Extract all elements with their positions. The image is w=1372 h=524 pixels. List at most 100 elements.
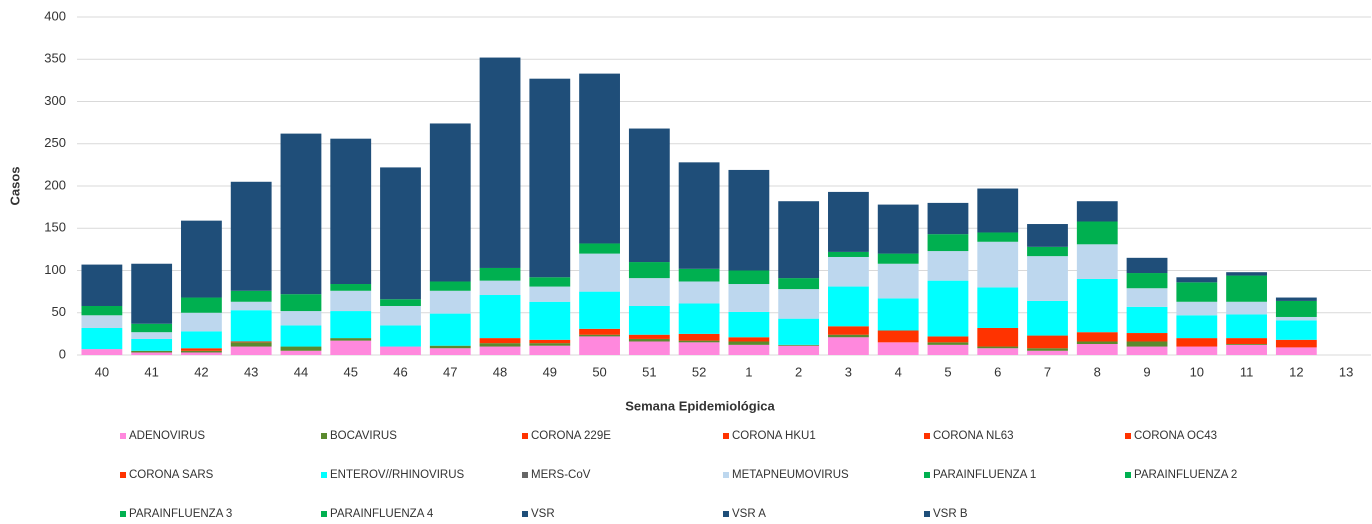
- bar-segment: [977, 346, 1019, 349]
- bar-segment: [429, 290, 471, 314]
- bar-segment: [230, 341, 272, 343]
- bar-segment: [429, 345, 471, 349]
- bar-segment: [977, 188, 1019, 233]
- bar-segment: [131, 332, 173, 339]
- bar-segment: [927, 344, 969, 355]
- bar-segment: [181, 350, 222, 353]
- bar-segment: [628, 338, 670, 342]
- bar-segment: [280, 325, 322, 347]
- bar-segment: [330, 290, 372, 312]
- x-tick-label: 52: [692, 364, 706, 379]
- bar-segment: [429, 348, 471, 355]
- bar-segment: [529, 277, 571, 287]
- bar-segment: [778, 318, 820, 345]
- y-tick-label: 200: [44, 177, 66, 192]
- bar-segment: [927, 336, 969, 343]
- bar-segment: [1076, 244, 1118, 279]
- bar-segment: [330, 340, 372, 355]
- bar-segment: [479, 338, 521, 344]
- bar-segment: [1126, 306, 1168, 334]
- bar-segment: [628, 305, 670, 335]
- bar-segment: [728, 169, 770, 271]
- bar-segment: [380, 305, 421, 326]
- bar-segment: [728, 344, 770, 355]
- bar-segment: [529, 78, 571, 278]
- bar-segment: [1027, 335, 1068, 349]
- bar-segment: [579, 243, 620, 254]
- bar-segment: [728, 311, 770, 338]
- bar-segment: [1226, 272, 1267, 276]
- x-tick-label: 44: [294, 364, 308, 379]
- bar-segment: [927, 251, 969, 281]
- bar-segment: [529, 343, 571, 346]
- legend-label: VSR B: [933, 508, 968, 520]
- bar-segment: [479, 346, 521, 355]
- bar-segment: [678, 333, 720, 341]
- bar-segment: [1126, 257, 1168, 274]
- bar-segment: [1076, 278, 1118, 333]
- x-tick-label: 1: [745, 364, 752, 379]
- bar-segment: [579, 253, 620, 292]
- bar-segment: [1275, 347, 1317, 355]
- bar-segment: [678, 303, 720, 334]
- bar-segment: [877, 330, 919, 343]
- legend-swatch: [924, 511, 930, 517]
- bar-segment: [131, 323, 173, 333]
- x-tick-label: 43: [244, 364, 258, 379]
- legend-swatch: [120, 511, 126, 517]
- bar-segment: [678, 268, 720, 282]
- bar-segment: [380, 167, 421, 300]
- bar-segment: [1076, 221, 1118, 245]
- legend-label: CORONA NL63: [933, 430, 1014, 442]
- y-tick-label: 50: [52, 304, 66, 319]
- x-tick-label: 47: [443, 364, 457, 379]
- bar-segment: [181, 348, 222, 351]
- bar-segment: [877, 298, 919, 331]
- bar-segment: [1027, 256, 1068, 301]
- x-tick-label: 41: [144, 364, 158, 379]
- bar-segment: [728, 270, 770, 285]
- bar-segment: [131, 263, 173, 324]
- bar-segment: [628, 334, 670, 339]
- bar-segment: [330, 338, 372, 341]
- bar-segment: [181, 331, 222, 349]
- x-tick-label: 13: [1339, 364, 1353, 379]
- legend-swatch: [120, 433, 126, 439]
- legend-label: BOCAVIRUS: [330, 430, 397, 442]
- bar-segment: [1275, 300, 1317, 317]
- bar-segment: [828, 337, 869, 355]
- bar-segment: [1275, 320, 1317, 340]
- bar-segment: [181, 312, 222, 332]
- x-tick-label: 12: [1289, 364, 1303, 379]
- legend-swatch: [120, 472, 126, 478]
- bar-segment: [1226, 301, 1267, 315]
- x-tick-label: 11: [1240, 364, 1254, 379]
- x-tick-label: 5: [944, 364, 951, 379]
- bar-segment: [479, 267, 521, 281]
- bar-segment: [280, 311, 322, 326]
- bar-segment: [280, 133, 322, 295]
- y-tick-label: 250: [44, 135, 66, 150]
- bar-segment: [1076, 341, 1118, 345]
- bar-segment: [230, 310, 272, 342]
- legend-swatch: [723, 472, 729, 478]
- bar-segment: [877, 263, 919, 299]
- bar-segment: [1027, 224, 1068, 247]
- bar-segment: [977, 348, 1019, 355]
- bar-segment: [429, 281, 471, 291]
- x-tick-label: 3: [845, 364, 852, 379]
- bar-segment: [181, 297, 222, 313]
- y-tick-label: 0: [59, 346, 66, 361]
- bar-segment: [778, 289, 820, 319]
- bar-segment: [778, 345, 820, 355]
- bar-segment: [877, 253, 919, 264]
- bar-segment: [280, 294, 322, 312]
- legend-swatch: [321, 433, 327, 439]
- bar-segment: [927, 234, 969, 252]
- bar-segment: [429, 123, 471, 282]
- bar-segment: [1176, 338, 1218, 347]
- y-tick-label: 400: [44, 8, 66, 23]
- bar-segment: [628, 341, 670, 355]
- bar-segment: [81, 264, 123, 306]
- y-tick-label: 300: [44, 93, 66, 108]
